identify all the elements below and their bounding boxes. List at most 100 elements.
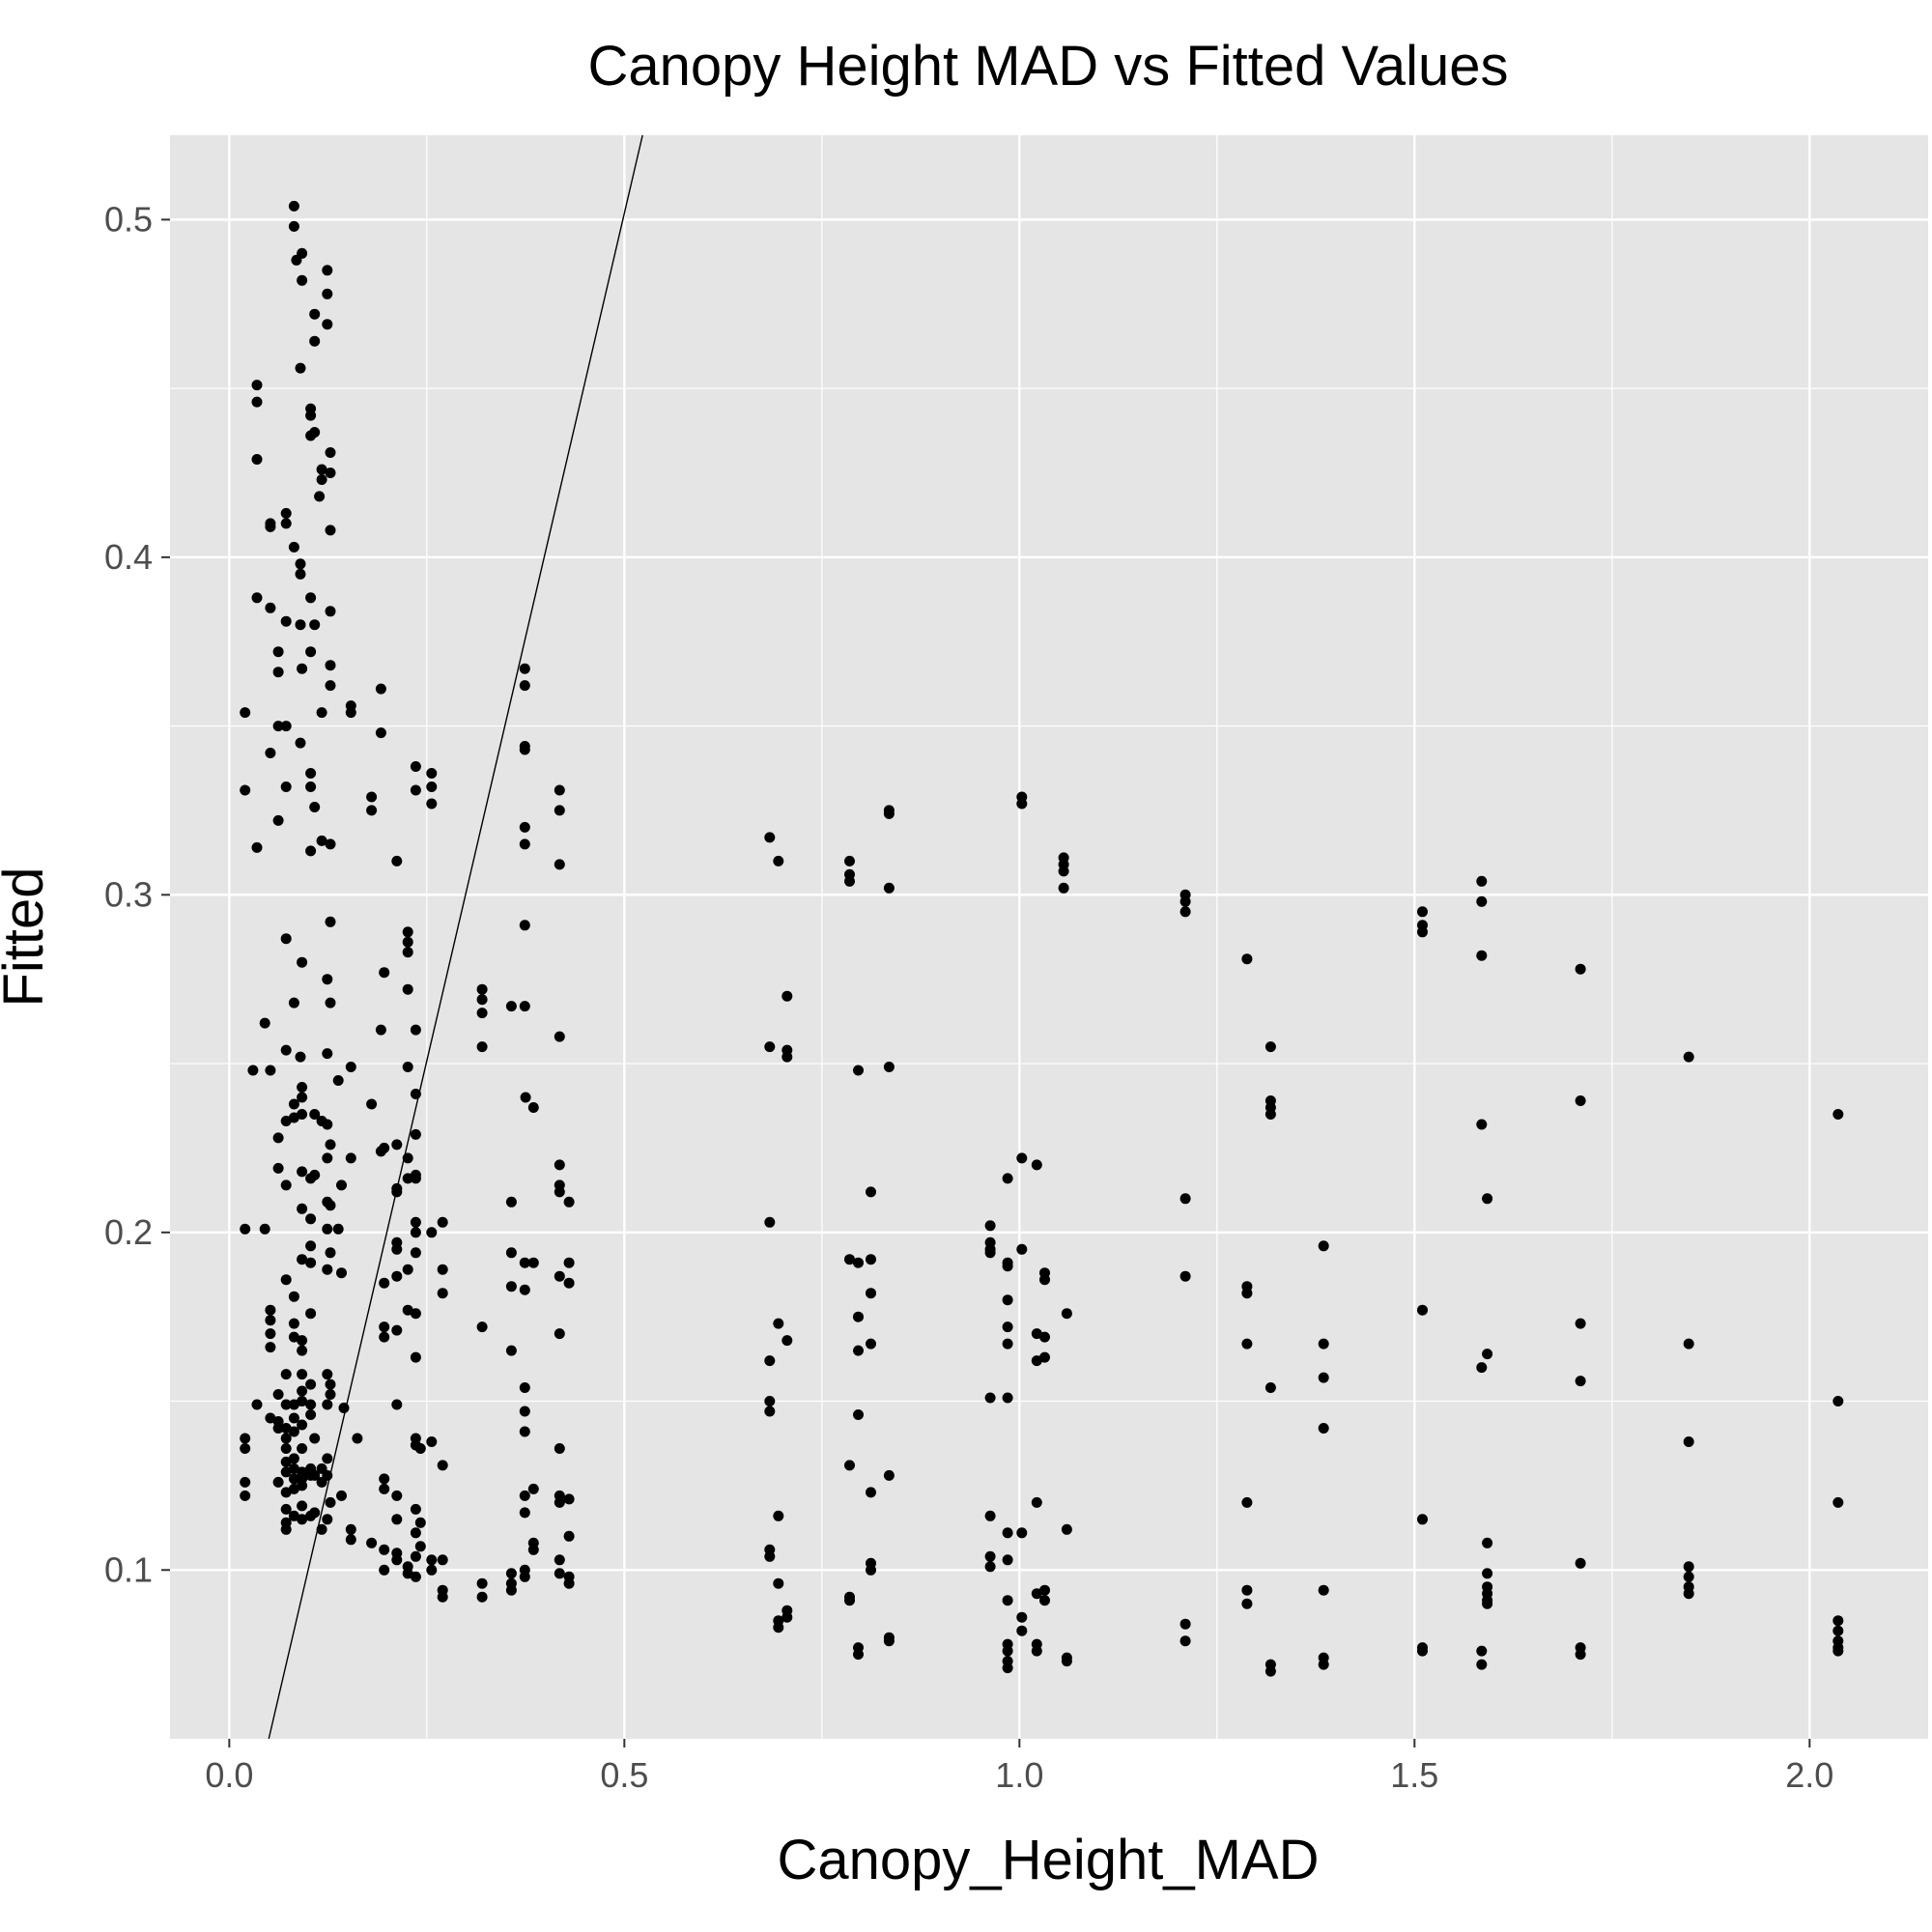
data-point xyxy=(563,1277,575,1289)
data-point xyxy=(476,994,488,1006)
data-point xyxy=(305,845,317,857)
data-point xyxy=(297,1443,308,1454)
data-point xyxy=(764,832,776,843)
data-point xyxy=(1482,1598,1493,1609)
data-point xyxy=(288,1399,299,1410)
data-point xyxy=(297,274,308,286)
data-point xyxy=(1039,1595,1050,1606)
data-point xyxy=(375,1024,386,1036)
minor-gridlines xyxy=(170,135,1928,1739)
data-point xyxy=(476,1577,488,1589)
data-point xyxy=(345,1062,356,1072)
data-point xyxy=(520,1092,531,1103)
data-point xyxy=(402,926,413,938)
data-point xyxy=(325,1247,336,1259)
data-point xyxy=(265,1304,276,1316)
data-point xyxy=(1476,875,1488,887)
data-point xyxy=(853,1257,864,1268)
data-point xyxy=(345,1152,356,1164)
data-point xyxy=(1833,1645,1844,1657)
data-point xyxy=(1241,1288,1253,1299)
data-point xyxy=(240,1223,251,1235)
data-point xyxy=(295,737,306,749)
data-point xyxy=(402,983,413,995)
data-point xyxy=(316,707,327,719)
data-point xyxy=(288,1463,299,1474)
data-point xyxy=(295,1051,306,1063)
y-axis-title: Fitted xyxy=(0,867,55,1007)
data-point xyxy=(402,1062,413,1072)
data-point xyxy=(336,1490,347,1501)
data-point xyxy=(1833,1496,1844,1508)
data-point xyxy=(437,1288,448,1299)
data-point xyxy=(280,615,292,627)
data-point xyxy=(519,1284,530,1295)
data-point xyxy=(1058,866,1069,877)
data-point xyxy=(764,1041,776,1053)
data-point xyxy=(1002,1662,1013,1674)
data-point xyxy=(1318,1372,1329,1383)
data-point xyxy=(297,1109,308,1120)
x-tick-label: 1.0 xyxy=(995,1755,1043,1795)
data-point xyxy=(554,784,565,796)
data-point xyxy=(426,768,438,779)
data-point xyxy=(781,1611,793,1623)
data-point xyxy=(251,380,263,391)
data-point xyxy=(309,1169,321,1180)
data-point xyxy=(554,1443,565,1454)
data-point xyxy=(1061,1308,1072,1320)
data-point xyxy=(280,1433,292,1444)
data-point xyxy=(265,1065,276,1076)
data-point xyxy=(781,1335,793,1347)
data-point xyxy=(280,1523,292,1535)
data-point xyxy=(984,1510,996,1521)
data-point xyxy=(309,619,321,631)
data-point xyxy=(297,1092,308,1103)
data-point xyxy=(554,1270,565,1282)
data-point xyxy=(781,990,793,1002)
data-point xyxy=(305,1378,317,1390)
data-point xyxy=(1417,1304,1428,1316)
data-point xyxy=(240,784,251,796)
data-point xyxy=(391,1554,403,1566)
data-point xyxy=(1417,926,1428,938)
data-point xyxy=(563,1577,575,1589)
data-point xyxy=(1031,1355,1042,1367)
data-point xyxy=(251,592,263,604)
x-tick-label: 2.0 xyxy=(1785,1755,1833,1795)
data-point xyxy=(563,1530,575,1542)
data-point xyxy=(1016,798,1028,810)
data-point xyxy=(280,1456,292,1467)
data-point xyxy=(410,761,421,772)
data-point xyxy=(437,1460,448,1471)
data-point xyxy=(410,1308,421,1320)
data-point xyxy=(325,1496,336,1508)
data-point xyxy=(554,1328,565,1340)
data-point xyxy=(295,362,306,374)
x-tick-label: 0.0 xyxy=(205,1755,253,1795)
data-point xyxy=(1476,1119,1488,1130)
data-point xyxy=(1318,1584,1329,1596)
data-point xyxy=(280,518,292,529)
data-point xyxy=(1241,1598,1253,1609)
data-point xyxy=(1575,1095,1586,1106)
data-point xyxy=(554,1186,565,1198)
data-point xyxy=(305,1409,317,1420)
data-point xyxy=(240,1433,251,1444)
data-point xyxy=(519,1406,530,1417)
data-point xyxy=(554,1031,565,1042)
data-point xyxy=(322,1514,333,1525)
data-point xyxy=(563,1257,575,1268)
data-point xyxy=(853,1409,864,1420)
x-axis-title: Canopy_Height_MAD xyxy=(778,1829,1320,1891)
data-point xyxy=(1575,1376,1586,1387)
data-point xyxy=(288,1453,299,1464)
data-point xyxy=(391,1324,403,1336)
data-point xyxy=(272,1132,284,1144)
data-point xyxy=(316,464,327,475)
data-point xyxy=(1031,1588,1042,1600)
data-point xyxy=(1318,1659,1329,1670)
data-point xyxy=(280,781,292,792)
data-point xyxy=(519,920,530,931)
